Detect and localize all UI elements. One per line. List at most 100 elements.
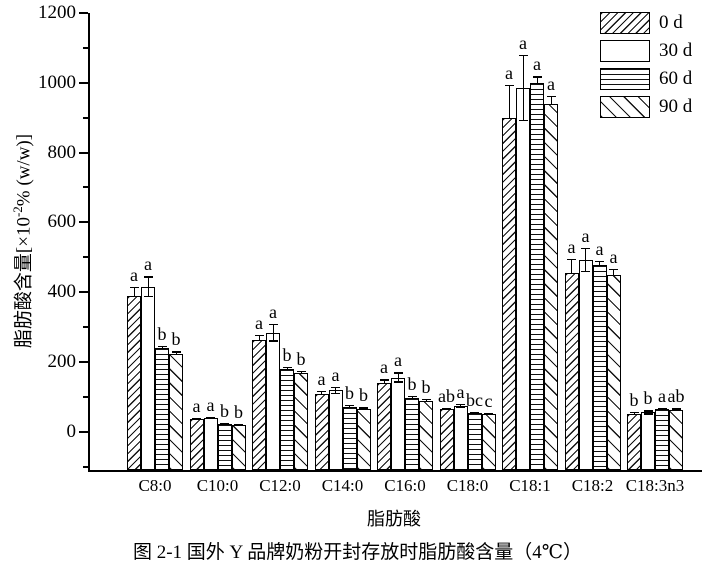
error-bar-cap-bottom xyxy=(268,340,278,342)
error-bar-cap-top xyxy=(518,54,528,57)
error-bar xyxy=(206,417,215,420)
error-bar-cap-top xyxy=(254,334,264,337)
error-bar xyxy=(317,391,326,394)
error-bar-cap-top xyxy=(220,423,229,425)
error-bar xyxy=(359,407,368,409)
error-bar-cap-top xyxy=(657,407,667,410)
error-bar-line xyxy=(571,258,573,273)
error-bar-cap-top xyxy=(581,247,590,250)
significance-letter: a xyxy=(533,54,541,75)
error-bar-line xyxy=(647,410,649,415)
y-axis-tick xyxy=(79,221,88,224)
error-bar-cap-top xyxy=(595,260,604,262)
error-bar-cap-bottom xyxy=(643,413,653,415)
significance-letter: a xyxy=(505,62,513,83)
x-axis-title: 脂肪酸 xyxy=(367,509,421,529)
x-tick-label: C14:0 xyxy=(321,476,364,495)
y-axis-tick xyxy=(79,151,88,154)
error-bar xyxy=(192,418,201,420)
error-bar-line xyxy=(599,260,601,265)
y-axis-tick xyxy=(79,12,88,14)
bar-C18:3n3-60d xyxy=(655,408,669,470)
bar-C16:0-0d xyxy=(377,382,391,470)
error-bar-cap-top xyxy=(206,417,215,419)
y-axis-minor-tick xyxy=(83,465,88,468)
error-bar-cap-top xyxy=(157,345,167,348)
error-bar-line xyxy=(272,324,274,342)
y-axis-minor-tick xyxy=(83,186,88,189)
y-tick-label: 800 xyxy=(47,141,77,163)
error-bar-cap-top xyxy=(379,379,389,381)
significance-letter: b xyxy=(171,329,181,350)
error-bar xyxy=(143,276,153,298)
bar-C8:0-60d xyxy=(155,347,169,470)
bar-C14:0-90d xyxy=(356,408,371,470)
bar-C18:0-30d xyxy=(453,405,468,470)
significance-letter: a xyxy=(456,381,465,402)
significance-letter: a xyxy=(658,385,666,406)
error-bar-cap-top xyxy=(629,412,639,414)
error-bar-cap-top xyxy=(609,269,618,271)
y-tick-label: 200 xyxy=(47,350,77,372)
error-bar-cap-top xyxy=(393,372,403,374)
error-bar-cap-top xyxy=(143,276,153,278)
legend-swatch-0d xyxy=(600,11,650,34)
y-axis-minor-tick xyxy=(83,325,88,328)
error-bar-line xyxy=(522,54,524,122)
significance-letter: a xyxy=(144,254,152,275)
y-axis-minor-tick xyxy=(83,395,88,398)
significance-letter: b xyxy=(296,348,306,369)
significance-letter: a xyxy=(547,74,555,95)
bar-C18:0-60d xyxy=(467,413,482,470)
legend-item: 0 d xyxy=(600,11,692,34)
error-bar xyxy=(518,54,528,122)
y-axis-minor-tick xyxy=(83,116,88,119)
error-bar-cap-top xyxy=(421,399,431,401)
error-bar-cap-top xyxy=(567,258,576,261)
bar-C8:0-90d xyxy=(169,354,183,470)
bar-C18:0-0d xyxy=(439,409,454,470)
legend: 0 d 30 d 60 d 90 d xyxy=(600,11,692,123)
y-axis-tick xyxy=(79,291,88,294)
error-bar-line xyxy=(460,403,462,408)
y-axis-title: 脂肪酸含量[×10-2% (w/w)] xyxy=(9,134,36,348)
error-bar-cap-top xyxy=(532,76,542,78)
significance-letter: a xyxy=(519,32,527,53)
error-bar-cap-top xyxy=(456,403,465,405)
bar-C16:0-60d xyxy=(405,397,419,470)
legend-item: 60 d xyxy=(600,67,692,90)
significance-letter: b xyxy=(407,374,417,395)
legend-item: 90 d xyxy=(600,95,692,118)
error-bar-cap-top xyxy=(546,96,556,98)
significance-letter: ab xyxy=(438,385,455,406)
error-bar xyxy=(657,407,667,410)
error-bar xyxy=(532,76,542,83)
y-axis-title-exponent: -2 xyxy=(10,206,26,218)
error-bar xyxy=(234,423,243,426)
legend-swatch-60d xyxy=(600,67,650,90)
significance-letter: b xyxy=(157,323,167,344)
error-bar xyxy=(254,334,264,341)
bar-C10:0-60d xyxy=(217,423,232,470)
error-bar xyxy=(282,366,292,369)
error-bar-line xyxy=(175,351,177,355)
significance-letter: a xyxy=(380,357,388,378)
error-bar-cap-top xyxy=(129,286,139,289)
significance-letter: b xyxy=(421,377,431,398)
x-tick-label: C18:1 xyxy=(509,476,551,495)
error-bar xyxy=(268,324,278,342)
error-bar-cap-top xyxy=(345,405,354,407)
significance-letter: bc xyxy=(466,390,483,411)
x-tick-label: C18:2 xyxy=(571,476,614,495)
bar-C12:0-60d xyxy=(280,368,294,470)
error-bar xyxy=(470,412,479,414)
y-axis-minor-tick xyxy=(83,46,88,49)
error-bar-cap-top xyxy=(442,407,451,409)
error-bar xyxy=(595,260,604,265)
error-bar-cap-top xyxy=(470,412,479,414)
x-tick-label: C18:3n3 xyxy=(625,476,685,495)
legend-label: 30 d xyxy=(659,39,693,61)
error-bar-cap-bottom xyxy=(143,296,153,298)
bar-C18:2-30d xyxy=(578,259,593,470)
error-bar xyxy=(220,423,229,425)
